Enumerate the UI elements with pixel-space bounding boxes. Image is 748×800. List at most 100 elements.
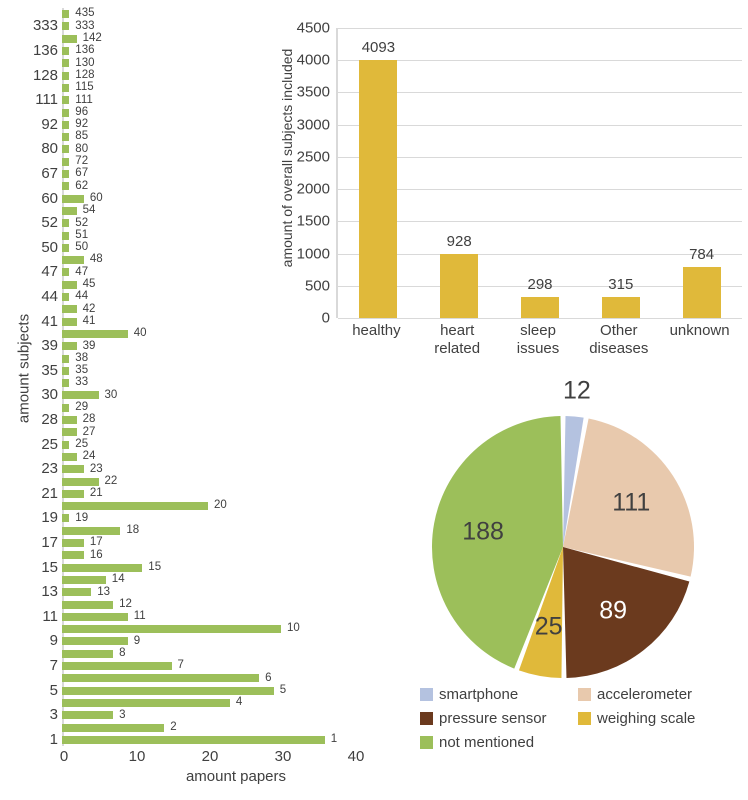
hbar-bar <box>62 170 70 179</box>
hbar-row: 33 <box>62 377 88 390</box>
hbar-x-tick: 30 <box>274 748 292 765</box>
hbar-bar <box>62 625 281 634</box>
hbar-bar <box>62 329 128 338</box>
pie-value-label: 111 <box>612 488 651 517</box>
vbar-category-line: related <box>434 339 481 357</box>
hbar-row: 72 <box>62 155 88 168</box>
hbar-row: 6 <box>62 672 272 685</box>
hbar-bar <box>62 526 121 535</box>
vbar-y-tick: 4000 <box>296 51 330 69</box>
vertical-bar-chart: amount of overall subjects included 4500… <box>252 0 748 382</box>
hbar-bar <box>62 194 84 203</box>
hbar-row: 7 <box>62 660 184 673</box>
hbar-bar <box>62 34 77 43</box>
hbar-category-label: 39 <box>41 337 58 355</box>
hbar-value-label: 142 <box>82 32 102 44</box>
hbar-bar <box>62 662 172 671</box>
hbar-row: 13 <box>62 586 110 599</box>
hbar-row: 51 <box>62 229 88 242</box>
hbar-bar <box>62 551 84 560</box>
hbar-row: 9 <box>62 635 140 648</box>
hbar-row: 28 <box>62 414 95 427</box>
hbar-bar <box>62 96 70 105</box>
pie-legend-label: smartphone <box>439 685 519 703</box>
hbar-bar <box>62 120 70 129</box>
hbar-row: 29 <box>62 401 88 414</box>
hbar-row: 16 <box>62 549 103 562</box>
hbar-bar <box>62 354 70 363</box>
hbar-value-label: 72 <box>75 155 89 167</box>
hbar-value-label: 24 <box>82 450 96 463</box>
hbar-bar <box>62 219 70 228</box>
vbar-category-line: healthy <box>352 322 401 339</box>
hbar-bar <box>62 698 230 707</box>
hbar-bar <box>62 403 70 412</box>
hbar-bar <box>62 22 70 31</box>
vbar-gridline: 500 <box>305 277 742 294</box>
hbar-category-label: 67 <box>41 165 58 183</box>
hbar-value-label: 41 <box>82 314 96 327</box>
pie-graphic: 12 111 89 25 188 <box>430 376 696 680</box>
hbar-value-label: 13 <box>97 585 110 598</box>
hbar-row: 128 <box>62 69 94 82</box>
hbar-bar <box>62 600 114 609</box>
hbar-x-tick: 20 <box>201 748 219 765</box>
hbar-category-label: 9 <box>49 632 58 650</box>
vbar-column: 928 <box>419 28 499 318</box>
hbar-value-label: 3 <box>119 708 126 721</box>
hbar-bar <box>62 317 77 326</box>
hbar-category-label: 60 <box>41 189 58 207</box>
hbar-category-label: 128 <box>32 66 58 84</box>
vbar-gridline: 2000 <box>297 181 742 198</box>
hbar-value-label: 15 <box>148 560 162 573</box>
vbar-y-tick: 4500 <box>296 19 330 37</box>
hbar-category-label: 11 <box>42 607 58 625</box>
hbar-bar <box>62 182 70 191</box>
vbar-gridline: 0 <box>322 310 742 327</box>
pie-value-label: 25 <box>534 612 563 641</box>
pie-legend-swatch <box>420 735 433 749</box>
vbar-value-label: 928 <box>446 232 472 250</box>
pie-svg <box>431 416 695 678</box>
hbar-bar <box>62 452 77 461</box>
hbar-value-label: 435 <box>75 7 95 20</box>
hbar-row: 15 <box>62 561 161 574</box>
hbar-bar <box>62 588 92 597</box>
hbar-value-label: 52 <box>75 216 89 229</box>
hbar-bar <box>62 711 114 720</box>
vbar-gridline: 4000 <box>297 52 742 69</box>
hbar-row: 60 <box>62 192 103 205</box>
hbar-row: 1 <box>62 733 337 746</box>
hbar-value-label: 8 <box>119 647 126 659</box>
hbar-row: 35 <box>62 364 88 377</box>
hbar-bar <box>62 268 70 277</box>
vbar-category-line: issues <box>516 339 560 357</box>
hbar-bar <box>62 735 325 744</box>
hbar-bar <box>62 145 70 154</box>
hbar-value-label: 21 <box>89 487 103 500</box>
hbar-value-label: 136 <box>75 44 95 57</box>
hbar-value-label: 27 <box>82 425 96 438</box>
hbar-row: 130 <box>62 57 94 70</box>
hbar-value-label: 25 <box>75 437 89 450</box>
hbar-bar <box>62 108 70 117</box>
hbar-value-label: 45 <box>82 278 96 290</box>
pie-chart: 12 111 89 25 188 smartphone accelerometer pres… <box>410 376 748 800</box>
hbar-row: 5 <box>62 684 286 697</box>
hbar-row: 67 <box>62 168 88 181</box>
hbar-row: 41 <box>62 315 95 328</box>
pie-value-label: 12 <box>563 376 591 405</box>
pie-slice <box>431 416 563 669</box>
hbar-category-label: 52 <box>41 214 58 232</box>
vbar-column: 4093 <box>338 28 418 318</box>
hbar-row: 435 <box>62 8 94 21</box>
hbar-value-label: 4 <box>235 696 243 709</box>
vbar-category-label: heart related <box>417 322 497 357</box>
hbar-category-label: 136 <box>32 42 58 60</box>
pie-value-label: 89 <box>599 596 628 625</box>
hbar-bar <box>62 674 260 683</box>
vbar-y-tick: 1500 <box>296 212 330 230</box>
hbar-axis-line <box>62 8 64 746</box>
pie-legend-label: accelerometer <box>597 685 693 703</box>
pie-slice <box>563 416 584 547</box>
